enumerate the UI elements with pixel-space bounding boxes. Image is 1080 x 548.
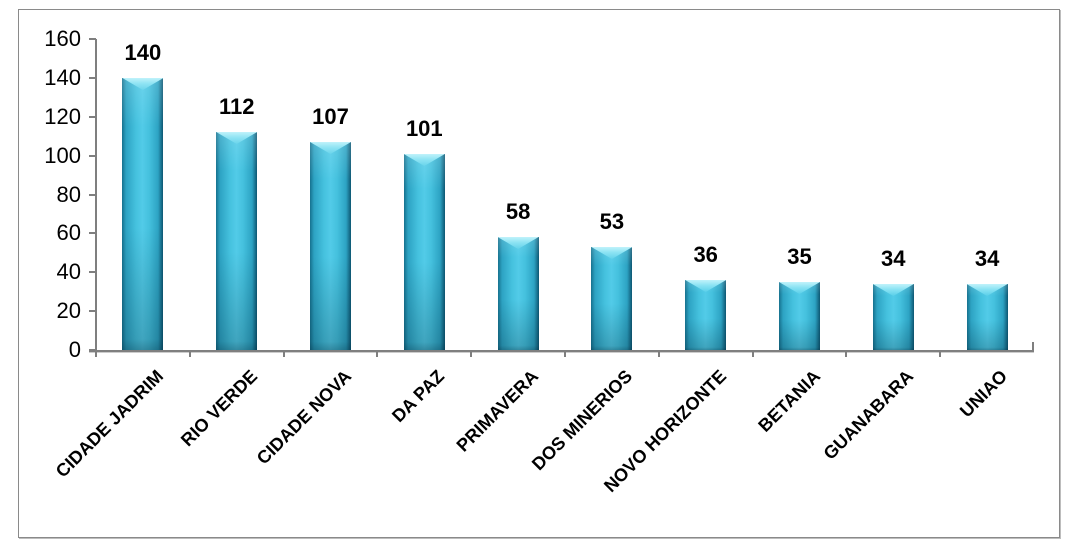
x-axis-category-label: UNIAO: [956, 366, 1012, 422]
value-label: 35: [787, 244, 812, 269]
bar-shading: [591, 247, 633, 350]
x-axis-category-label: CIDADE JADRIM: [51, 366, 168, 482]
value-label: 34: [881, 246, 906, 271]
x-axis-tick: [188, 351, 191, 357]
bar-shading: [497, 237, 539, 350]
bar: [591, 247, 633, 350]
x-axis-category-label: PRIMAVERA: [452, 366, 543, 456]
bar: [966, 284, 1008, 350]
bar-shading: [216, 132, 258, 350]
value-label: 140: [124, 40, 162, 65]
bar: [497, 237, 539, 350]
x-axis-tick: [95, 351, 97, 357]
x-axis-category-label: GUANABARA: [819, 366, 918, 464]
bar-shading: [872, 284, 914, 350]
y-axis-tick-label: 20: [56, 298, 81, 324]
bar: [403, 154, 445, 350]
x-axis-tick: [939, 351, 942, 357]
bar: [685, 280, 727, 350]
x-axis-tick: [564, 351, 566, 357]
bar: [779, 282, 820, 350]
y-axis-tick-label: 0: [68, 337, 81, 362]
x-axis-category-label: DA PAZ: [388, 366, 449, 427]
x-axis-category-label: BETANIA: [753, 366, 824, 436]
y-axis-tick-label: 120: [44, 103, 81, 129]
y-axis-tick-label: 80: [56, 181, 81, 207]
bar-shading: [122, 78, 164, 350]
y-axis-tick-label: 100: [44, 142, 81, 168]
y-axis-line: [95, 39, 97, 352]
x-axis-category-label: RIO VERDE: [176, 366, 261, 451]
y-axis-tick-label: 60: [56, 220, 81, 246]
x-axis-tick: [470, 351, 473, 357]
bar-shading: [403, 154, 445, 350]
x-axis-line: [89, 350, 1034, 352]
value-label: 101: [405, 116, 443, 141]
y-axis-tick-label: 40: [56, 259, 81, 285]
plot-area: 0 20 40 60 80 100 120 140 160 140 CIDADE JADRIM 112…: [19, 10, 1059, 537]
x-axis-tick: [376, 351, 379, 357]
x-axis-category-label: CIDADE NOVA: [252, 366, 355, 469]
x-axis-tick: [282, 351, 285, 357]
y-axis-tick: [89, 154, 96, 157]
y-axis-tick: [89, 310, 96, 313]
y-axis-tick-label: 140: [44, 64, 81, 90]
y-axis-tick-label: 160: [44, 26, 81, 51]
y-axis-tick: [89, 271, 96, 274]
bar: [122, 78, 164, 350]
bar-shading: [310, 142, 351, 350]
bar: [872, 284, 914, 350]
bar: [216, 132, 258, 350]
bar-shading: [685, 280, 727, 350]
x-axis-category-label: DOS MINERIOS: [527, 366, 637, 475]
bar-shading: [779, 282, 820, 350]
x-axis-tick: [845, 351, 848, 357]
bar-shading: [966, 284, 1008, 350]
value-label: 34: [974, 246, 1000, 271]
bar: [310, 142, 351, 350]
x-axis-category-label: NOVO HORIZONTE: [599, 366, 730, 497]
value-label: 53: [599, 209, 625, 234]
y-axis-tick: [89, 193, 96, 196]
y-axis-tick: [89, 232, 96, 235]
y-axis-tick: [89, 115, 96, 118]
x-axis-tick: [751, 351, 754, 357]
y-axis-tick: [89, 76, 96, 79]
x-axis-end-tick: [1032, 342, 1034, 350]
value-label: 112: [218, 94, 255, 119]
value-label: 107: [312, 104, 349, 129]
x-axis-tick: [657, 351, 660, 357]
value-label: 36: [693, 242, 718, 267]
chart-frame: 0 20 40 60 80 100 120 140 160 140 CIDADE JADRIM 112…: [18, 9, 1060, 538]
y-axis-tick: [89, 38, 96, 40]
value-label: 58: [505, 199, 531, 224]
